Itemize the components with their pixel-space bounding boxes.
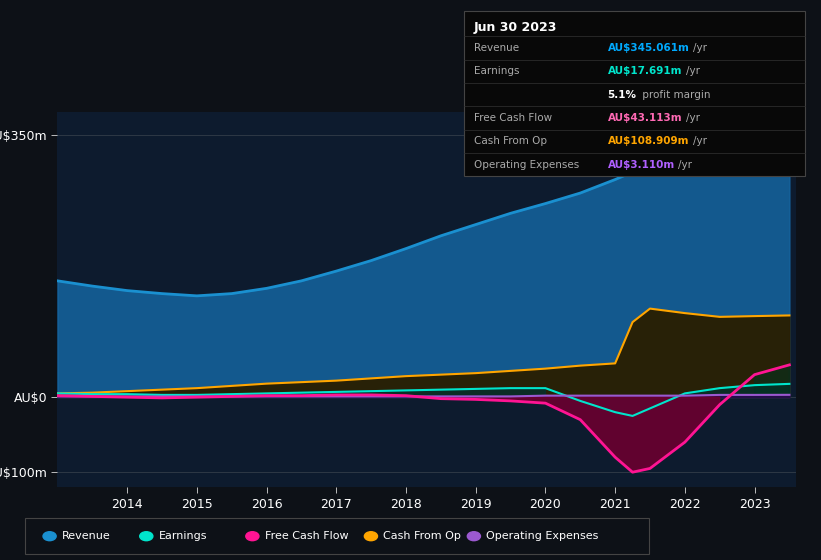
Text: AU$17.691m: AU$17.691m [608,67,682,76]
Text: Free Cash Flow: Free Cash Flow [474,113,552,123]
Text: /yr: /yr [693,137,708,146]
Text: Earnings: Earnings [474,67,519,76]
Text: Revenue: Revenue [474,43,519,53]
Text: AU$345.061m: AU$345.061m [608,43,690,53]
Text: /yr: /yr [686,67,699,76]
Text: AU$43.113m: AU$43.113m [608,113,682,123]
Text: 5.1%: 5.1% [608,90,636,100]
Text: Earnings: Earnings [158,531,207,541]
Text: /yr: /yr [693,43,708,53]
Text: /yr: /yr [686,113,699,123]
Text: Cash From Op: Cash From Op [383,531,461,541]
Text: Cash From Op: Cash From Op [474,137,547,146]
Text: /yr: /yr [678,160,692,170]
Text: Revenue: Revenue [62,531,111,541]
Text: AU$3.110m: AU$3.110m [608,160,675,170]
Text: Jun 30 2023: Jun 30 2023 [474,21,557,34]
Text: Free Cash Flow: Free Cash Flow [264,531,348,541]
Text: Operating Expenses: Operating Expenses [486,531,599,541]
Text: AU$108.909m: AU$108.909m [608,137,689,146]
Text: Operating Expenses: Operating Expenses [474,160,579,170]
Text: profit margin: profit margin [639,90,710,100]
